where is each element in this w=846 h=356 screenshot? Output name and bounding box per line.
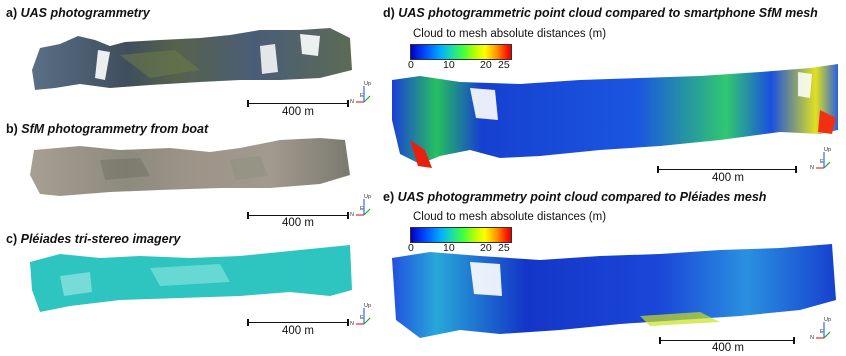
north-label: N [350,321,354,327]
panel-c-text: Pléiades tri-stereo imagery [20,232,181,246]
uas-model-image [32,28,352,90]
east-label: E [360,93,364,99]
north-label: N [350,99,354,105]
panel-c-letter: c) [6,232,18,246]
up-label: Up [824,317,832,323]
panel-c-axes-icon: Up E N [350,303,372,330]
north-label: N [350,212,354,218]
panel-b-letter: b) [6,122,18,136]
panel-d-scalebar [657,166,797,173]
panel-a-title: a) UAS photogrammetry [6,6,150,20]
panel-d-tick-10: 10 [443,59,455,71]
panel-d-tick-25: 25 [498,59,510,71]
panel-e-tick-25: 25 [498,242,510,254]
north-label: N [810,165,814,171]
up-label: Up [364,303,372,309]
boat-sfm-model-image [30,138,350,196]
panel-a-letter: a) [6,6,18,20]
east-label: E [360,315,364,321]
panel-a-axes-icon: Up E N [350,81,372,108]
panel-e-tick-20: 20 [480,242,492,254]
panel-d-text: UAS photogrammetric point cloud compared… [398,6,818,20]
panel-e-tick-0: 0 [408,242,414,254]
panel-d-title: d) UAS photogrammetric point cloud compa… [383,6,818,20]
uas-vs-pleiades-distance-map [392,244,836,338]
panel-d-colorbar [410,44,512,60]
panel-d-axes-icon: Up E N [810,147,832,174]
panel-c-scalebar [247,319,349,326]
east-label: E [820,329,824,335]
panel-d-tick-20: 20 [480,59,492,71]
north-label: N [810,335,814,341]
panel-a-scalebar [247,100,349,107]
panel-b-axes-icon: Up E N [350,194,372,221]
up-label: Up [824,147,832,153]
up-label: Up [364,81,372,87]
east-label: E [820,159,824,165]
uas-vs-smartphone-distance-map [392,64,838,168]
panel-b-scale-label: 400 m [282,217,314,229]
panel-d-tick-0: 0 [408,59,414,71]
panel-e-title: e) UAS photogrammetry point cloud compar… [383,190,766,204]
panel-b-text: SfM photogrammetry from boat [21,122,209,136]
pleiades-mesh-image [30,245,352,312]
panel-a-scale-label: 400 m [282,106,314,118]
panel-e-scalebar [659,337,795,344]
east-label: E [360,206,364,212]
panel-e-text: UAS photogrammetry point cloud compared … [397,190,767,204]
panel-e-colorbar [410,227,512,243]
panel-b-scalebar [247,212,349,219]
panel-e-tick-10: 10 [443,242,455,254]
up-label: Up [364,194,372,200]
panel-e-scale-label: 400 m [712,342,744,354]
panel-d-scale-label: 400 m [712,172,744,184]
panel-b-title: b) SfM photogrammetry from boat [6,122,208,136]
panel-e-letter: e) [383,190,395,204]
panel-e-axes-icon: Up E N [810,317,832,344]
panel-a-text: UAS photogrammetry [20,6,150,20]
panel-d-colorbar-title: Cloud to mesh absolute distances (m) [413,28,607,40]
panel-e-colorbar-title: Cloud to mesh absolute distances (m) [413,211,607,223]
panel-d-letter: d) [383,6,395,20]
panel-c-scale-label: 400 m [282,325,314,337]
panel-c-title: c) Pléiades tri-stereo imagery [6,232,180,246]
